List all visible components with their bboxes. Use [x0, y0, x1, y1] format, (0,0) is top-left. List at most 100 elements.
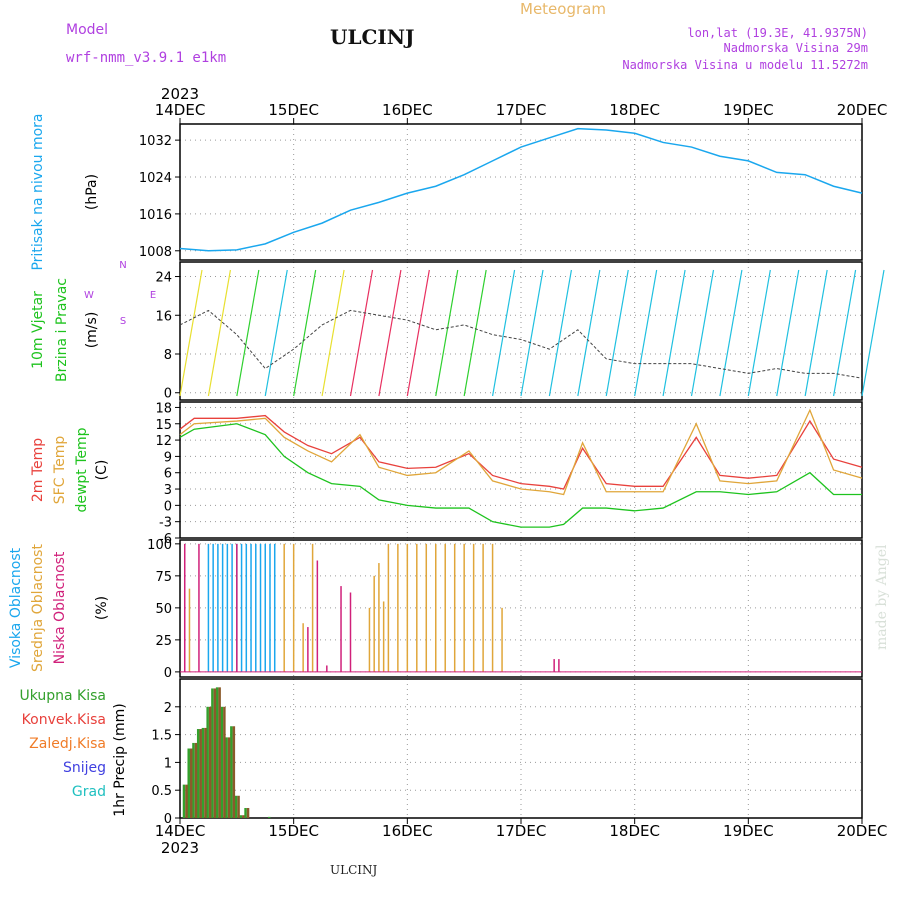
y-tick-label: 25 — [155, 634, 172, 649]
model-label: Model — [66, 22, 108, 38]
wind-axis-subtitle: Brzina i Pravac — [54, 278, 70, 382]
precip-legend-item: Konvek.Kisa — [22, 712, 106, 728]
precip-convective-bar — [242, 815, 245, 818]
direction-key-south: S — [120, 316, 126, 327]
wind-barb — [264, 269, 288, 397]
precip-convective-bar — [208, 706, 212, 818]
wind-barb — [293, 269, 317, 397]
y-tick-label: 0 — [164, 812, 172, 827]
lonlat-label: lon,lat (19.3E, 41.9375N) — [687, 26, 868, 40]
y-tick-label: 50 — [155, 602, 172, 617]
product-title: Meteogram — [520, 0, 606, 18]
precip-total-bar — [211, 688, 214, 818]
x-tick-label: 20DEC — [837, 101, 888, 119]
wind-unit-label: (m/s) — [84, 312, 100, 349]
y-tick-label: 75 — [155, 570, 172, 585]
precip-total-bar — [267, 816, 271, 818]
wind-barb — [179, 269, 203, 397]
x-tick-label: 16DEC — [382, 101, 433, 119]
x-tick-label: 19DEC — [723, 101, 774, 119]
precip-total-bar — [239, 815, 243, 818]
y-tick-label: 9 — [164, 450, 172, 465]
year-label: 2023 — [161, 85, 199, 103]
y-tick-label: 8 — [164, 348, 172, 363]
wind-barb — [406, 269, 430, 397]
y-tick-label: -3 — [159, 516, 172, 531]
wind-barb — [378, 269, 402, 397]
year-label: 2023 — [161, 839, 199, 857]
precip-convective-bar — [218, 687, 221, 818]
model-name: wrf-nmm_v3.9.1 e1km — [66, 50, 226, 66]
credit-label: made by Angel — [874, 544, 890, 650]
wind-barb — [577, 269, 601, 397]
footer-station: ULCINJ — [330, 863, 378, 877]
direction-key-east: E — [150, 290, 156, 301]
wind-barb — [207, 269, 232, 397]
y-tick-label: 0 — [164, 666, 172, 681]
pressure-line — [179, 127, 863, 252]
precip-total-bar — [215, 687, 219, 818]
mid-cloud-axis-title: Srednja Oblacnost — [30, 544, 46, 672]
wind-barb — [463, 269, 487, 397]
wind-barb — [804, 269, 828, 397]
precip-legend-item: Grad — [72, 784, 106, 800]
wind-axis-title: 10m Vjetar — [30, 291, 46, 369]
wind-barb — [349, 269, 374, 397]
x-tick-label: 15DEC — [268, 101, 319, 119]
wind-barb — [861, 269, 885, 397]
temp-unit-label: (C) — [94, 460, 110, 481]
y-tick-label: 0 — [164, 387, 172, 402]
y-tick-label: 3 — [164, 483, 172, 498]
precip-legend-item: Ukupna Kisa — [19, 688, 106, 704]
panel-frame — [179, 539, 863, 678]
y-tick-label: 6 — [164, 467, 172, 482]
y-tick-label: 1 — [164, 756, 172, 771]
precip-convective-bar — [194, 742, 198, 818]
pressure-unit-label: (hPa) — [84, 174, 100, 210]
precip-convective-bar — [204, 727, 207, 818]
wind-barb — [719, 269, 743, 397]
cloud-unit-label: (%) — [94, 596, 110, 620]
temperature-line-3 — [179, 423, 862, 528]
x-tick-label: 14DEC — [155, 822, 206, 840]
wind-barb — [491, 269, 516, 397]
wind-barb — [776, 269, 800, 397]
y-tick-label: 24 — [155, 271, 172, 286]
precip-total-bar — [182, 784, 186, 818]
precip-total-bar — [187, 748, 190, 818]
precip-total-bar — [192, 742, 195, 818]
direction-key-north: N — [119, 260, 126, 271]
low-cloud-axis-title: Niska Oblacnost — [52, 551, 68, 664]
x-tick-label: 18DEC — [609, 822, 660, 840]
precip-legend-item: Snijeg — [63, 760, 106, 776]
panel-frame — [179, 401, 863, 539]
y-tick-label: 1.5 — [151, 729, 172, 744]
wind-barb — [321, 269, 345, 397]
station-title: ULCINJ — [330, 25, 415, 49]
dewpt-axis-title: dewpt Temp — [74, 427, 90, 512]
y-tick-label: 16 — [155, 309, 172, 324]
precip-convective-bar — [227, 737, 231, 818]
y-tick-label: 0 — [164, 499, 172, 514]
precip-convective-bar — [246, 807, 250, 818]
wind-barb — [548, 269, 573, 397]
precip-convective-bar — [213, 688, 217, 818]
y-tick-label: 15 — [155, 418, 172, 433]
temp-axis-title: 2m Temp — [30, 438, 46, 502]
y-tick-label: 0.5 — [151, 784, 172, 799]
sfc-temp-axis-title: SFC Temp — [52, 436, 68, 505]
y-tick-label: 1008 — [139, 245, 172, 260]
temperature-line-2 — [179, 408, 863, 496]
x-tick-label: 16DEC — [382, 822, 433, 840]
precip-convective-bar — [223, 706, 226, 818]
x-tick-label: 18DEC — [609, 101, 660, 119]
wind-barb — [605, 269, 629, 397]
precip-convective-bar — [237, 795, 240, 818]
precip-convective-bar — [199, 729, 202, 818]
temperature-line-1 — [179, 414, 863, 490]
high-cloud-axis-title: Visoka Oblacnost — [8, 547, 24, 668]
panel-frame — [179, 261, 863, 401]
precip-convective-bar — [232, 726, 236, 818]
wind-barb — [690, 269, 715, 397]
